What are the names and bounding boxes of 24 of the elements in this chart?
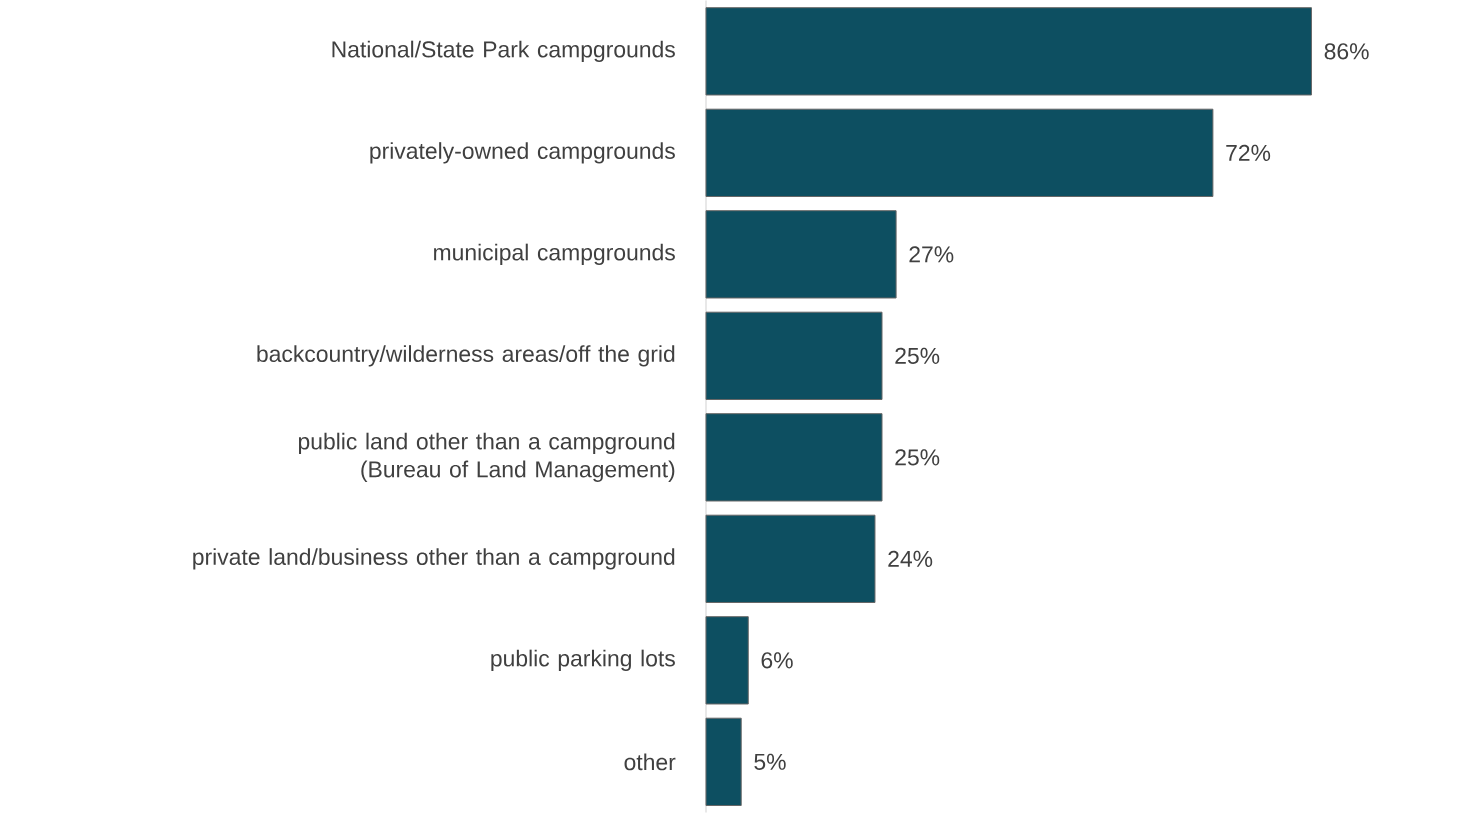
- y-tick-label: public parking lots: [491, 649, 675, 671]
- bar: [705, 413, 883, 502]
- y-tick-label: municipal campgrounds: [434, 243, 675, 265]
- data-label: 27%: [909, 246, 954, 263]
- data-label: 25%: [895, 347, 940, 364]
- bar: [705, 311, 883, 400]
- y-tick-label: privately-owned campgrounds: [370, 142, 675, 164]
- y-tick-label: other: [624, 753, 676, 771]
- y-tick-label: backcountry/wilderness areas/off the grid: [257, 345, 675, 367]
- bar: [705, 108, 1214, 197]
- data-label: 24%: [888, 550, 933, 567]
- bar: [705, 7, 1312, 96]
- data-label: 5%: [754, 753, 786, 770]
- data-label: 72%: [1226, 144, 1271, 161]
- bar: [705, 514, 876, 603]
- bar: [705, 616, 749, 705]
- y-tick-label: public land other than a campground (Bureau of Land Management): [298, 432, 675, 482]
- data-label: 86%: [1324, 43, 1369, 60]
- bar: [705, 717, 742, 806]
- data-label: 25%: [895, 449, 940, 466]
- data-label: 6%: [761, 652, 793, 669]
- y-tick-label: National/State Park campgrounds: [332, 40, 675, 62]
- bar: [705, 210, 897, 299]
- y-tick-label: private land/business other than a campground: [193, 548, 675, 570]
